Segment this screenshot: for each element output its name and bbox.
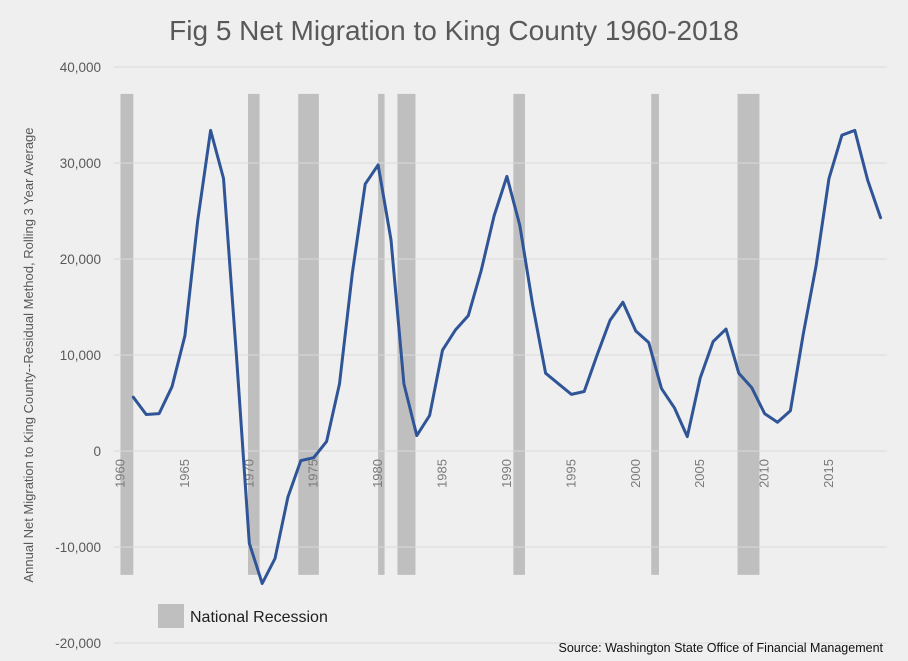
x-tick-label-10: 2010 [757, 459, 772, 488]
y-axis-label: Annual Net Migration to King County--Res… [21, 127, 36, 582]
recession-band-2 [298, 93, 319, 575]
x-tick-label-7: 1995 [563, 459, 578, 488]
recession-band-4 [397, 93, 416, 575]
y-tick-label-4: 20,000 [60, 252, 101, 267]
x-tick-label-6: 1990 [499, 459, 514, 488]
y-tick-label-6: 40,000 [60, 60, 101, 75]
recession-band-6 [651, 93, 659, 575]
x-tick-label-4: 1980 [370, 459, 385, 488]
series-lines [131, 128, 883, 585]
y-tick-label-2: 0 [93, 444, 101, 459]
y-tick-label-3: 10,000 [60, 348, 101, 363]
source-note: Source: Washington State Office of Finan… [559, 641, 884, 655]
x-axis-ticks: 1960 1965 1970 1975 1980 1985 1990 1995 2000 2005… [112, 459, 836, 488]
x-tick-label-8: 2000 [628, 459, 643, 488]
x-tick-label-0: 1960 [112, 459, 127, 488]
x-tick-label-5: 1985 [435, 459, 450, 488]
recession-band-7 [737, 93, 760, 575]
recession-band-1 [247, 93, 260, 575]
series-line-0 [131, 128, 883, 585]
y-tick-label-1: -10,000 [55, 540, 101, 555]
y-tick-label-5: 30,000 [60, 156, 101, 171]
chart-title: Fig 5 Net Migration to King County 1960-… [169, 15, 739, 46]
legend: National Recession [158, 604, 328, 628]
recession-band-3 [378, 93, 385, 575]
recession-band-5 [513, 93, 525, 575]
legend-label-recession: National Recession [190, 609, 328, 626]
x-tick-label-3: 1975 [306, 459, 321, 488]
y-axis-ticks: -20,000 -10,000 0 10,000 20,000 30,000 40,000 [55, 60, 101, 651]
x-tick-label-11: 2015 [821, 459, 836, 488]
legend-swatch-recession [158, 604, 184, 628]
x-tick-label-9: 2005 [692, 459, 707, 488]
y-tick-label-0: -20,000 [55, 636, 101, 651]
x-tick-label-1: 1965 [177, 459, 192, 488]
recession-band-0 [120, 93, 134, 575]
recession-bands [120, 93, 760, 575]
